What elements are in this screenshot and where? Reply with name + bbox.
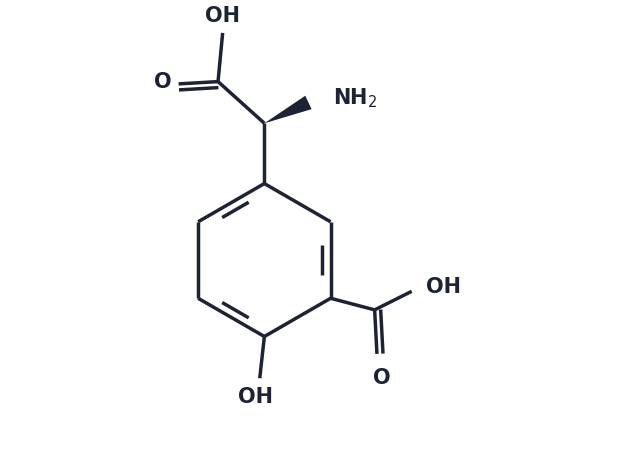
Text: OH: OH [426,277,461,297]
Text: NH$_2$: NH$_2$ [333,86,377,110]
Text: O: O [372,368,390,388]
Text: OH: OH [205,6,240,26]
Text: OH: OH [237,387,273,407]
Text: O: O [154,71,172,92]
Polygon shape [264,96,312,123]
